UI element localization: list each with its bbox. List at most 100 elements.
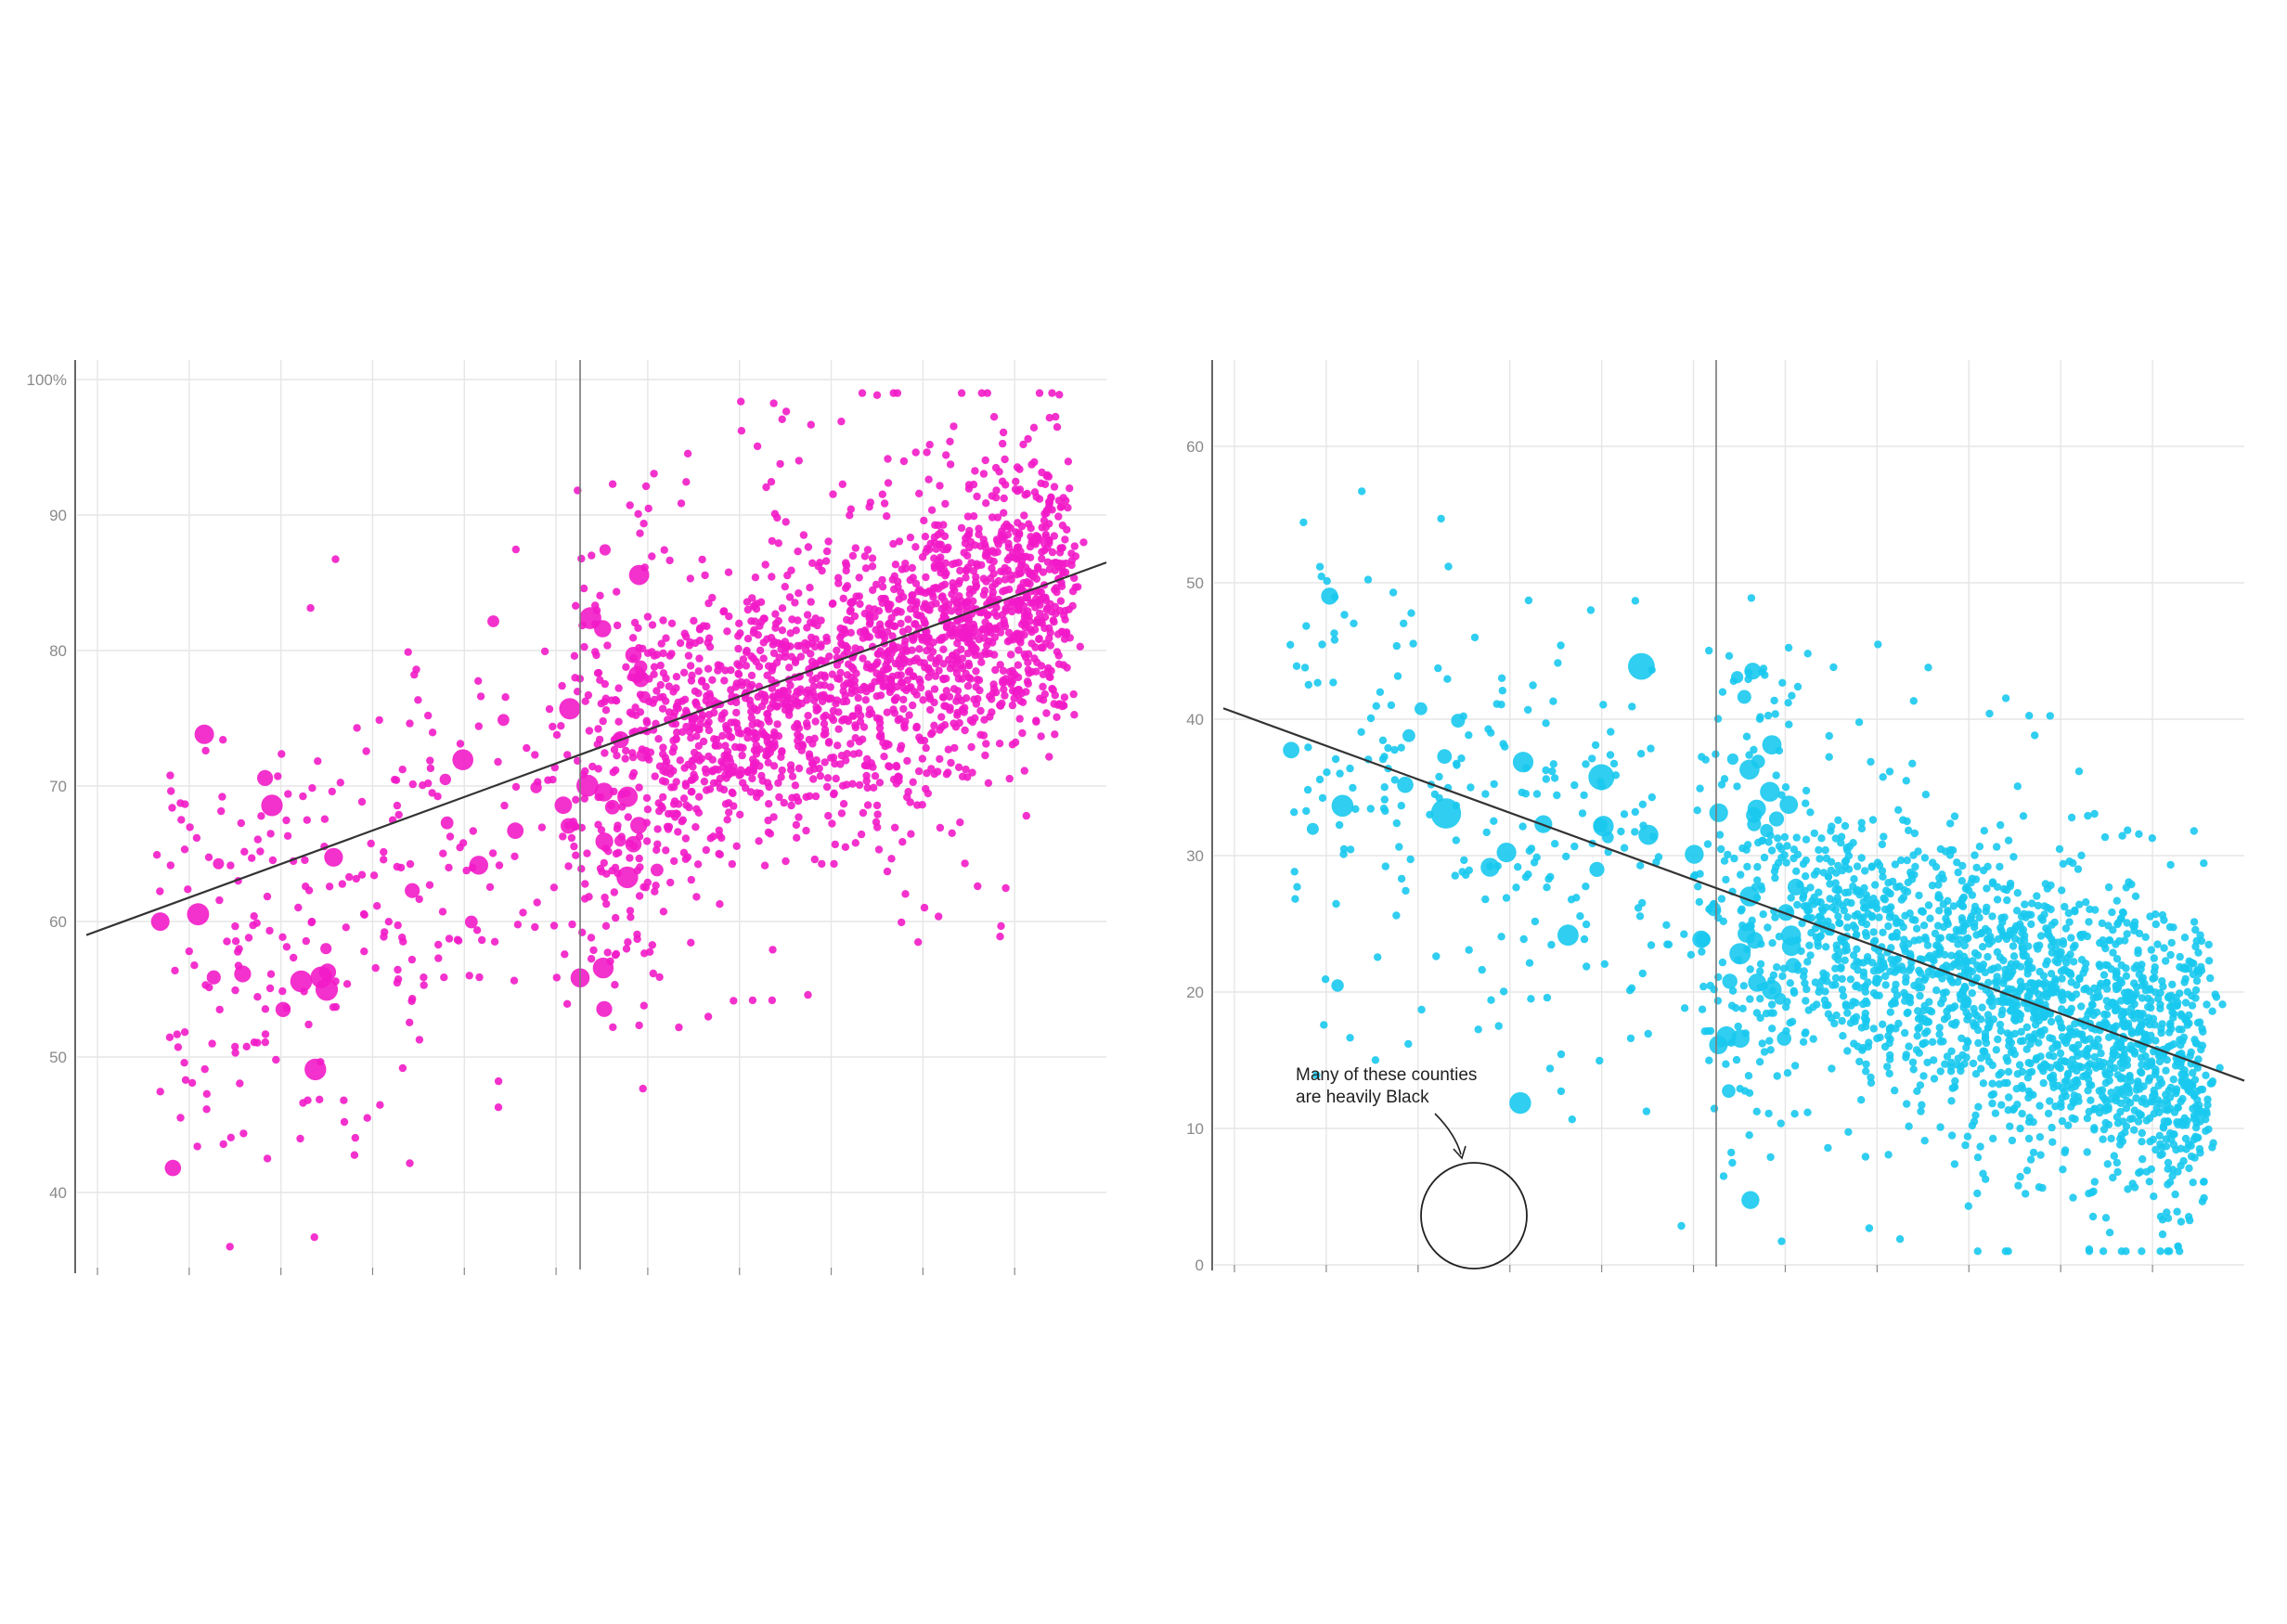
data-point (236, 1079, 244, 1088)
data-point (1306, 822, 1319, 835)
data-point (941, 499, 950, 509)
data-point (440, 816, 454, 830)
data-point (2042, 924, 2050, 933)
data-point (722, 725, 730, 733)
data-point (1869, 1025, 1879, 1033)
data-point (2120, 988, 2129, 998)
data-point (1879, 1020, 1887, 1029)
data-point (408, 780, 417, 789)
data-point (1698, 947, 1706, 956)
trend-line (85, 561, 1107, 936)
data-point (314, 757, 322, 766)
data-point (794, 741, 803, 751)
data-point (1988, 912, 1996, 921)
data-point (874, 845, 884, 854)
data-point (290, 970, 313, 993)
data-point (2074, 865, 2083, 873)
data-point (689, 724, 697, 732)
data-point (1015, 715, 1024, 723)
data-point (2074, 1092, 2082, 1102)
data-point (911, 543, 920, 551)
data-point (1695, 932, 1712, 947)
data-point (1729, 677, 1738, 686)
data-point (706, 692, 715, 701)
data-point (745, 696, 754, 704)
data-point (1766, 1046, 1775, 1054)
data-point (2026, 1155, 2035, 1164)
data-point (922, 573, 930, 582)
data-point (2167, 1135, 2176, 1144)
data-point (681, 781, 691, 790)
data-point (1040, 624, 1049, 633)
data-point (2149, 974, 2157, 983)
data-point (2156, 1247, 2164, 1256)
data-point (405, 883, 420, 898)
y-tick-label: 10 (1186, 1120, 1204, 1138)
data-point (2134, 1117, 2143, 1126)
data-point (415, 895, 423, 904)
data-point (572, 851, 580, 859)
data-point (412, 665, 420, 674)
data-point (2113, 896, 2121, 905)
data-point (1680, 930, 1688, 938)
data-point (874, 650, 883, 658)
data-point (747, 651, 756, 661)
data-point (669, 688, 678, 696)
data-point (1790, 1062, 1800, 1070)
data-point (1858, 1046, 1867, 1054)
data-point (1042, 606, 1051, 614)
data-point (2140, 979, 2149, 988)
data-point (1339, 850, 1348, 858)
data-point (1881, 981, 1890, 989)
data-point (446, 832, 455, 841)
data-point (2203, 1095, 2212, 1103)
data-point (930, 554, 938, 562)
data-point (1860, 883, 1868, 893)
data-point (495, 861, 504, 870)
data-point (1729, 943, 1751, 965)
data-point (842, 641, 850, 651)
data-point (627, 913, 635, 922)
data-point (445, 863, 453, 872)
data-point (1607, 728, 1615, 736)
data-point (1389, 588, 1398, 597)
data-point (1853, 945, 1861, 953)
data-point (2118, 1137, 2127, 1146)
data-point (561, 818, 576, 834)
data-point (635, 1021, 643, 1030)
data-point (2026, 979, 2035, 987)
data-point (1950, 1021, 1959, 1029)
data-point (808, 559, 817, 567)
data-point (1973, 1247, 1982, 1256)
data-point (769, 662, 777, 671)
data-point (856, 627, 865, 637)
data-point (970, 695, 978, 703)
data-point (2168, 980, 2177, 989)
data-point (774, 539, 782, 548)
data-point (2167, 938, 2176, 947)
data-point (1644, 1029, 1652, 1038)
data-point (863, 801, 872, 809)
data-point (2064, 909, 2073, 918)
data-point (1988, 1099, 1996, 1108)
data-point (884, 479, 893, 487)
data-point (1904, 1008, 1912, 1017)
data-point (1001, 455, 1009, 464)
data-point (1553, 791, 1561, 800)
data-point (2014, 1181, 2022, 1190)
data-point (1767, 846, 1777, 855)
data-point (1745, 751, 1753, 759)
data-point (863, 546, 872, 554)
data-point (360, 947, 368, 956)
data-point (757, 702, 767, 711)
data-point (2064, 1121, 2073, 1129)
data-point (702, 845, 710, 855)
data-point (840, 625, 848, 634)
data-point (2181, 999, 2190, 1007)
data-point (1070, 574, 1079, 583)
data-point (687, 734, 695, 742)
data-point (810, 734, 819, 742)
data-point (812, 702, 820, 712)
data-point (896, 745, 905, 754)
data-point (352, 874, 360, 883)
